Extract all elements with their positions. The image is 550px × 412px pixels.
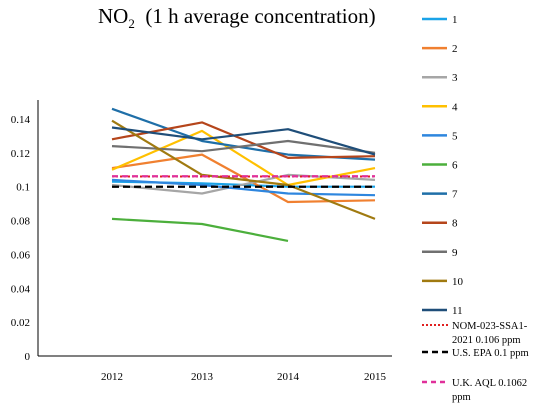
- y-tick-label: 0.08: [11, 216, 31, 228]
- legend-ref-label-1: NOM-023-SSA1-: [452, 321, 528, 332]
- series-line-8: [111, 121, 376, 159]
- y-tick-label: 0.14: [11, 114, 31, 126]
- series-line-11: [111, 126, 376, 156]
- x-tick-label: 2012: [101, 371, 123, 383]
- legend-label-7: 7: [452, 189, 458, 201]
- y-tick-label: 0: [25, 351, 31, 363]
- y-tick-label: 0.02: [11, 317, 30, 329]
- legend-label-8: 8: [452, 218, 458, 230]
- legend-label-2: 2: [452, 43, 458, 55]
- series-line-5: [111, 178, 376, 197]
- y-tick-label: 0.1: [16, 182, 30, 194]
- series-line-6: [111, 217, 289, 242]
- x-tick-label: 2013: [191, 371, 214, 383]
- legend-label-11: 11: [452, 305, 463, 317]
- y-tick-label: 0.04: [11, 283, 31, 295]
- legend-label-10: 10: [452, 276, 464, 288]
- legend: 1 2 3 4 5 6 7 8 9 10 11 NOM-023-SSA1- 2021 0.106 ppm…: [422, 14, 529, 403]
- legend-label-9: 9: [452, 247, 458, 259]
- series-lines: [111, 107, 376, 242]
- x-tick-label: 2014: [277, 371, 300, 383]
- y-tick-label: 0.06: [11, 249, 31, 261]
- legend-ref-label-3: U.K. AQL 0.1062: [452, 378, 527, 389]
- legend-label-4: 4: [452, 101, 458, 113]
- legend-label-6: 6: [452, 160, 458, 172]
- chart-title: NO2 (1 h average concentration): [98, 4, 376, 32]
- legend-label-5: 5: [452, 130, 458, 142]
- legend-ref-label-2: U.S. EPA 0.1 ppm: [452, 348, 529, 359]
- series-line-4: [111, 129, 376, 187]
- legend-ref-label-1-line2: 2021 0.106 ppm: [452, 335, 521, 346]
- legend-label-1: 1: [452, 14, 458, 26]
- reference-lines: [112, 175, 375, 188]
- plot-axes: 0 0.02 0.04 0.06 0.08 0.1 0.12 0.14 2012 2013 2014…: [11, 100, 392, 383]
- legend-ref-label-3-line2: ppm: [452, 392, 471, 403]
- x-tick-label: 2015: [364, 371, 387, 383]
- series-line-10: [111, 119, 376, 220]
- y-tick-label: 0.12: [11, 148, 30, 160]
- legend-label-3: 3: [452, 72, 458, 84]
